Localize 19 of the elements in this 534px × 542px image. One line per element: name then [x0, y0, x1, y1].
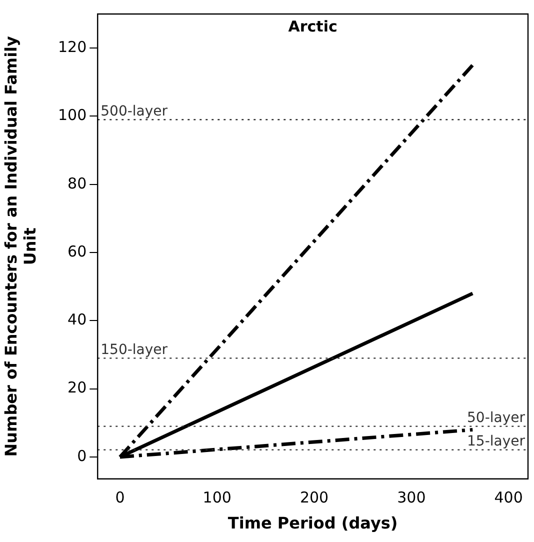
y-tick-label: 0	[77, 446, 87, 465]
x-tick-label: 0	[115, 488, 125, 507]
ref-line-label: 150-layer	[100, 342, 168, 358]
x-tick-label: 300	[397, 488, 426, 507]
x-tick-label: 200	[300, 488, 329, 507]
y-tick-label: 80	[68, 174, 87, 192]
x-tick-label: 400	[494, 488, 523, 507]
y-tick-label: 100	[58, 106, 87, 124]
ref-line-label: 50-layer	[467, 410, 526, 426]
y-tick-label: 120	[58, 38, 87, 56]
x-tick-label: 100	[202, 488, 232, 507]
x-axis-title: Time Period (days)	[228, 514, 398, 533]
ref-line-label: 15-layer	[467, 433, 526, 450]
y-tick-label: 60	[68, 242, 87, 260]
y-axis-title: Number of Encounters for an Individual Family Unit	[2, 35, 40, 457]
y-tick-label: 20	[68, 378, 87, 397]
y-tick-label: 40	[68, 310, 87, 329]
ref-line-label: 500-layer	[100, 103, 168, 120]
chart-title: Arctic	[288, 17, 338, 36]
